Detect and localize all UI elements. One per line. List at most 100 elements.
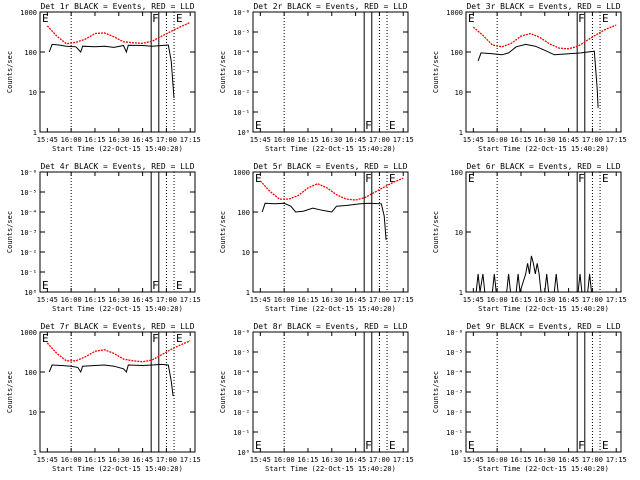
y-tick-label: 1: [33, 129, 37, 137]
flag-label: E: [255, 172, 262, 185]
x-tick-label: 16:45: [345, 136, 366, 144]
y-tick-label: 10⁻³: [20, 229, 37, 237]
y-axis-label: Counts/sec: [432, 211, 440, 253]
x-tick-label: 16:30: [108, 296, 129, 304]
y-tick-label: 10⁻⁶: [233, 9, 250, 17]
y-tick-label: 10⁻²: [233, 89, 250, 97]
flag-label: E: [389, 172, 396, 185]
lld-series-line: [46, 340, 191, 363]
x-axis-label: Start Time (22-Oct-15 15:40:20): [265, 145, 396, 153]
y-tick-label: 1000: [20, 329, 37, 337]
x-tick-label: 16:30: [108, 136, 129, 144]
x-tick-label: 16:30: [534, 456, 555, 464]
plot-frame: [39, 11, 196, 133]
y-tick-label: 10⁻²: [233, 409, 250, 417]
y-axis-label: Counts/sec: [6, 51, 14, 93]
events-series-line: [477, 43, 599, 108]
y-tick-label: 10⁻⁵: [233, 29, 250, 37]
x-tick-label: 16:15: [84, 296, 105, 304]
flag-label: F: [365, 119, 372, 132]
x-tick-label: 17:00: [156, 136, 177, 144]
y-tick-label: 10⁰: [450, 449, 463, 457]
panel-title: Det 5r BLACK = Events, RED = LLD: [253, 162, 407, 171]
x-tick-label: 16:45: [132, 296, 153, 304]
x-tick-label: 16:15: [510, 136, 531, 144]
flag-label: E: [42, 332, 49, 345]
plot-frame: [252, 171, 409, 293]
flag-label: E: [468, 12, 475, 25]
x-tick-label: 16:30: [321, 456, 342, 464]
x-tick-label: 17:00: [582, 296, 603, 304]
y-tick-label: 10⁻¹: [20, 269, 37, 277]
x-axis-label: Start Time (22-Oct-15 15:40:20): [478, 465, 609, 473]
events-series-line: [475, 255, 592, 293]
x-tick-label: 17:15: [606, 136, 627, 144]
y-tick-label: 10⁻⁴: [233, 49, 250, 57]
y-tick-label: 1: [33, 449, 37, 457]
lld-series-line: [259, 177, 404, 201]
y-tick-label: 100: [24, 49, 37, 57]
x-tick-label: 16:15: [84, 456, 105, 464]
x-tick-label: 17:15: [393, 456, 414, 464]
x-axis-label: Start Time (22-Oct-15 15:40:20): [265, 465, 396, 473]
plot-frame: [465, 331, 622, 453]
flag-label: E: [602, 439, 609, 452]
y-tick-label: 100: [24, 369, 37, 377]
y-tick-label: 10⁻⁴: [446, 369, 463, 377]
x-tick-label: 16:15: [297, 296, 318, 304]
x-tick-label: 16:45: [558, 296, 579, 304]
x-tick-label: 17:15: [180, 456, 201, 464]
x-tick-label: 16:00: [487, 296, 508, 304]
plot-frame: [39, 331, 196, 453]
flag-label: F: [578, 12, 585, 25]
x-tick-label: 16:00: [487, 136, 508, 144]
x-tick-label: 16:15: [510, 456, 531, 464]
y-tick-label: 1000: [20, 9, 37, 17]
y-tick-label: 100: [450, 49, 463, 57]
y-tick-label: 10⁻⁶: [446, 329, 463, 337]
y-tick-label: 1000: [233, 169, 250, 177]
flag-label: E: [176, 332, 183, 345]
x-tick-label: 15:45: [37, 296, 58, 304]
y-tick-label: 10: [242, 249, 250, 257]
x-tick-label: 16:15: [510, 296, 531, 304]
y-tick-label: 10: [455, 229, 463, 237]
y-tick-label: 10⁻³: [233, 389, 250, 397]
x-tick-label: 17:15: [606, 296, 627, 304]
flag-label: F: [365, 172, 372, 185]
y-tick-label: 10: [29, 409, 37, 417]
y-tick-label: 1000: [446, 9, 463, 17]
x-tick-label: 15:45: [37, 136, 58, 144]
detector-panel-6: Det 6r BLACK = Events, RED = LLD Counts/s…: [432, 162, 627, 313]
x-tick-label: 16:30: [108, 456, 129, 464]
x-axis-label: Start Time (22-Oct-15 15:40:20): [478, 145, 609, 153]
x-tick-label: 16:00: [61, 296, 82, 304]
flag-label: F: [152, 279, 159, 292]
x-tick-label: 16:45: [345, 456, 366, 464]
flag-label: E: [255, 439, 262, 452]
y-axis-label: Counts/sec: [219, 371, 227, 413]
x-tick-label: 17:15: [606, 456, 627, 464]
x-tick-label: 16:45: [132, 136, 153, 144]
x-tick-label: 15:45: [463, 296, 484, 304]
panel-title: Det 7r BLACK = Events, RED = LLD: [40, 322, 194, 331]
panel-title: Det 3r BLACK = Events, RED = LLD: [466, 2, 620, 11]
plot-frame: [252, 11, 409, 133]
events-series-line: [48, 43, 175, 99]
flag-label: F: [152, 332, 159, 345]
lld-series-line: [46, 21, 191, 45]
y-tick-label: 10⁻⁶: [233, 329, 250, 337]
x-tick-label: 16:45: [558, 136, 579, 144]
x-tick-label: 15:45: [37, 456, 58, 464]
x-tick-label: 15:45: [463, 136, 484, 144]
y-tick-label: 10⁰: [24, 289, 37, 297]
flag-label: E: [176, 12, 183, 25]
y-tick-label: 10⁻¹: [446, 429, 463, 437]
panel-title: Det 2r BLACK = Events, RED = LLD: [253, 2, 407, 11]
x-tick-label: 17:15: [180, 296, 201, 304]
panel-title: Det 8r BLACK = Events, RED = LLD: [253, 322, 407, 331]
x-tick-label: 16:15: [297, 456, 318, 464]
x-tick-label: 17:15: [393, 296, 414, 304]
x-tick-label: 17:15: [180, 136, 201, 144]
